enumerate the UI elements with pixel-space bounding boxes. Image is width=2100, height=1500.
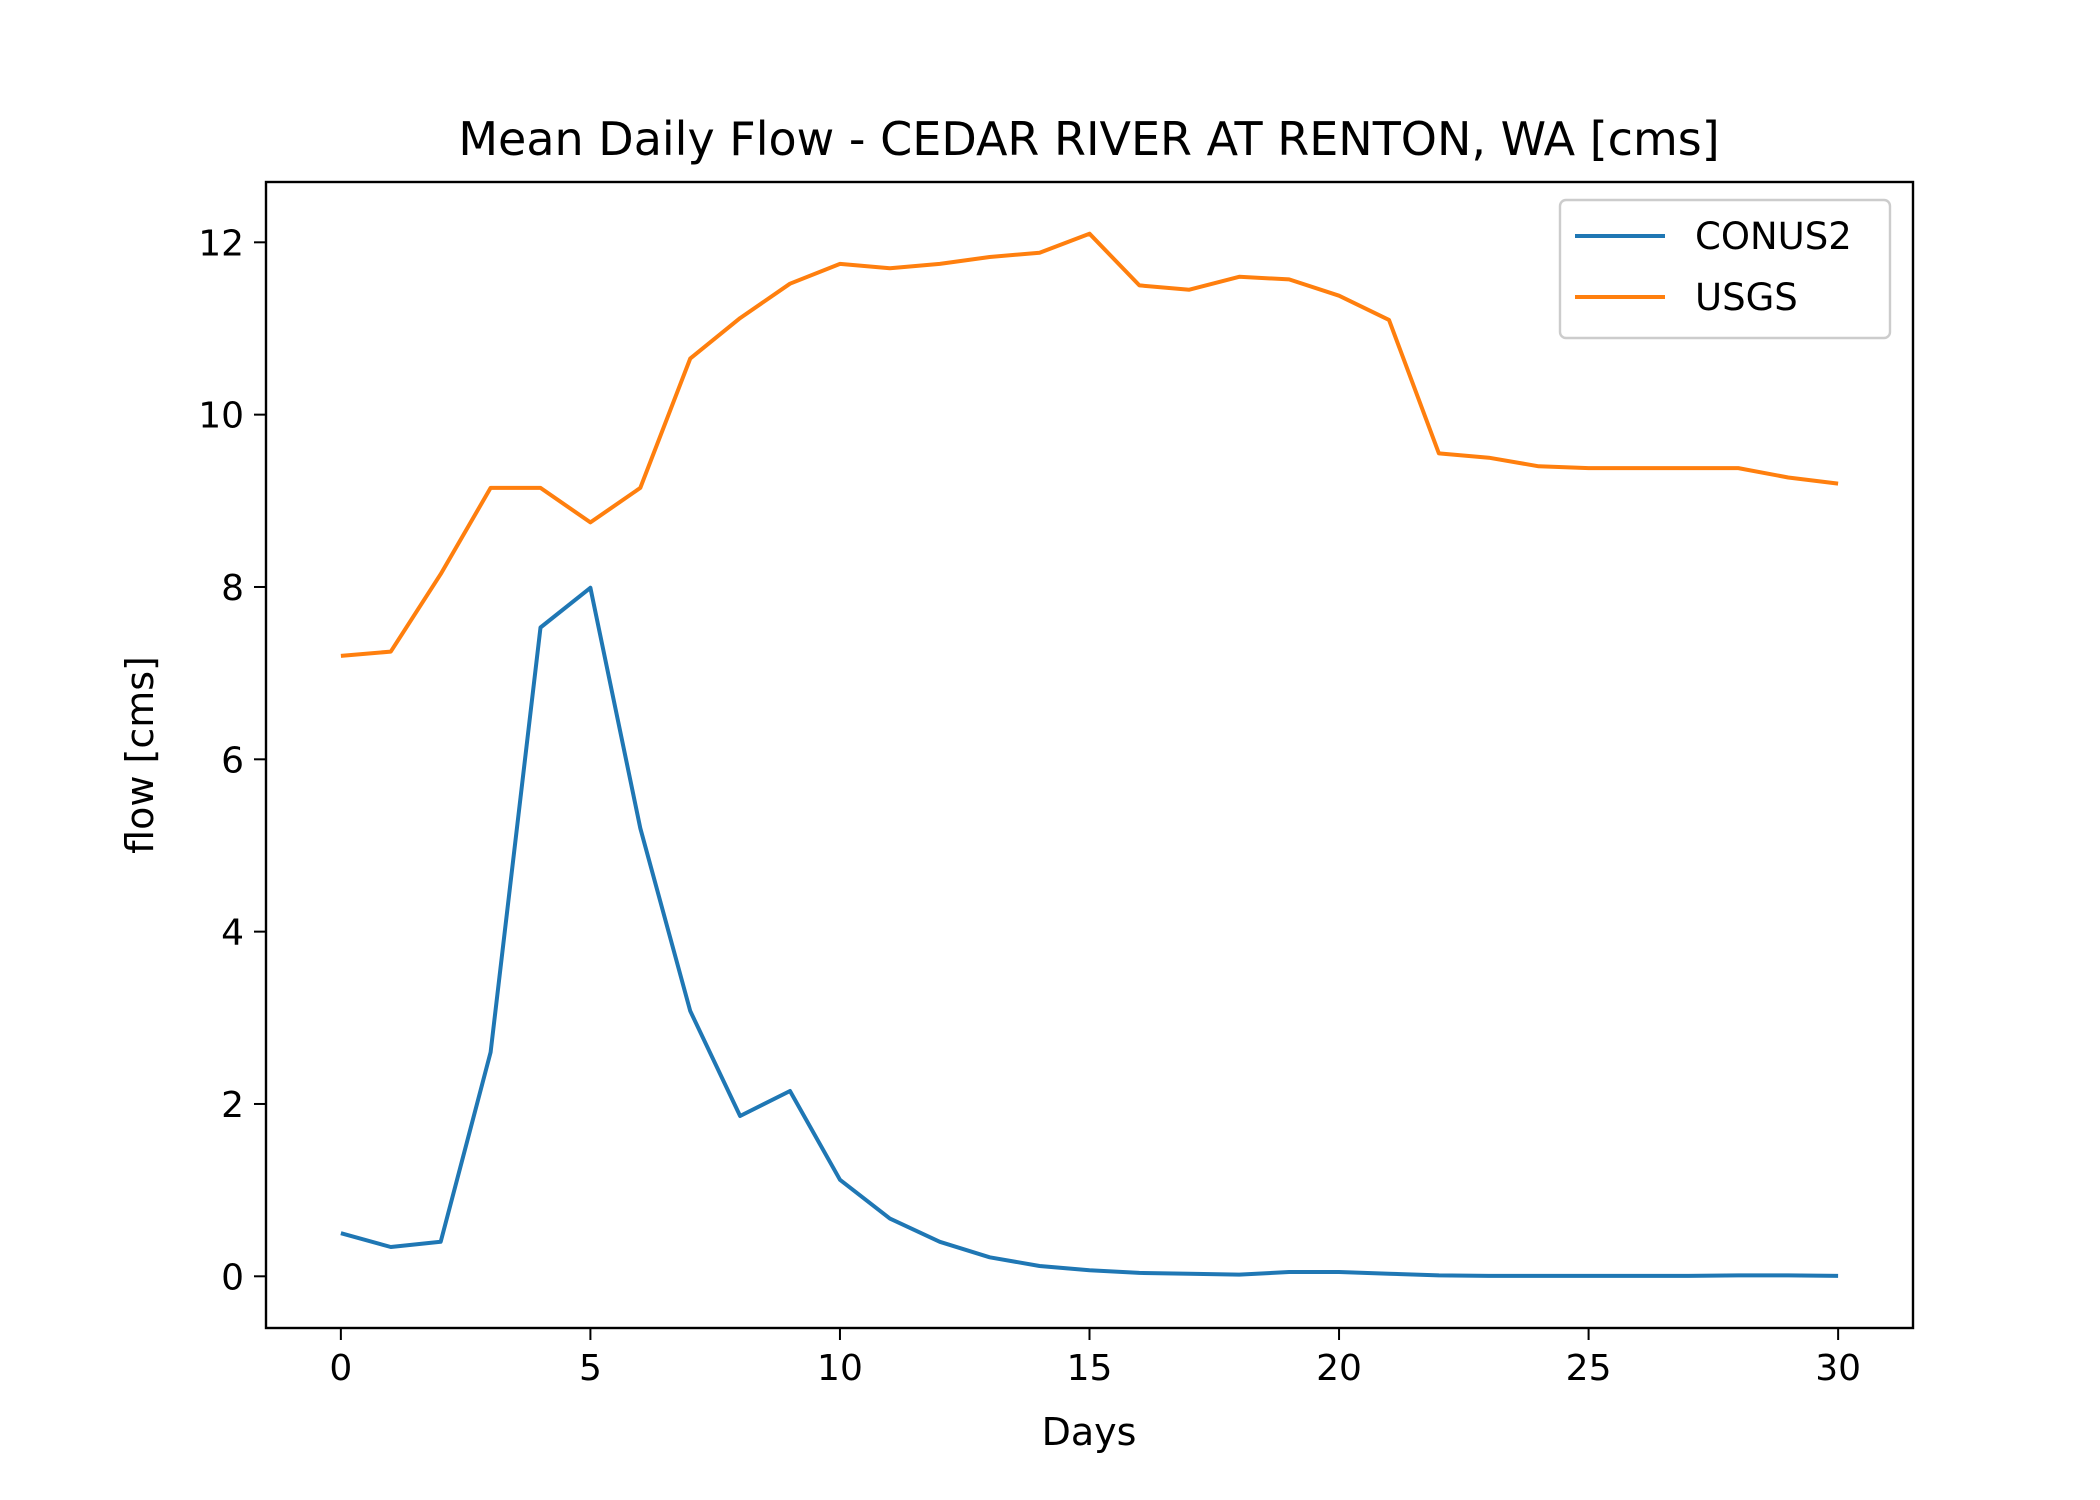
y-tick-label: 0 [221,1257,244,1298]
chart-title: Mean Daily Flow - CEDAR RIVER AT RENTON,… [458,112,1719,166]
x-tick-label: 30 [1815,1348,1861,1389]
x-tick-label: 15 [1067,1348,1113,1389]
legend-label-conus2: CONUS2 [1695,215,1852,258]
y-tick-label: 12 [198,223,244,264]
x-tick-label: 25 [1566,1348,1612,1389]
y-tick-label: 6 [221,740,244,781]
series-line-conus2 [340,585,1839,1278]
x-axis-label: Days [1042,1410,1137,1454]
y-tick-label: 8 [221,568,244,609]
series-lines [340,231,1839,1278]
x-tick-label: 10 [817,1348,863,1389]
legend: CONUS2 USGS [1558,198,1892,340]
x-tick-label: 5 [579,1348,602,1389]
y-tick-label: 2 [221,1085,244,1126]
y-tick-label: 4 [221,913,244,954]
ticks: 0 5 10 15 20 25 30 0 2 4 6 8 10 12 [198,223,1861,1389]
x-tick-label: 0 [329,1348,352,1389]
y-tick-label: 10 [198,396,244,437]
legend-label-usgs: USGS [1695,276,1798,319]
series-line-usgs [340,231,1839,658]
x-tick-label: 20 [1316,1348,1362,1389]
plot-frame [264,180,1915,1330]
y-axis-label: flow [cms] [118,656,162,854]
